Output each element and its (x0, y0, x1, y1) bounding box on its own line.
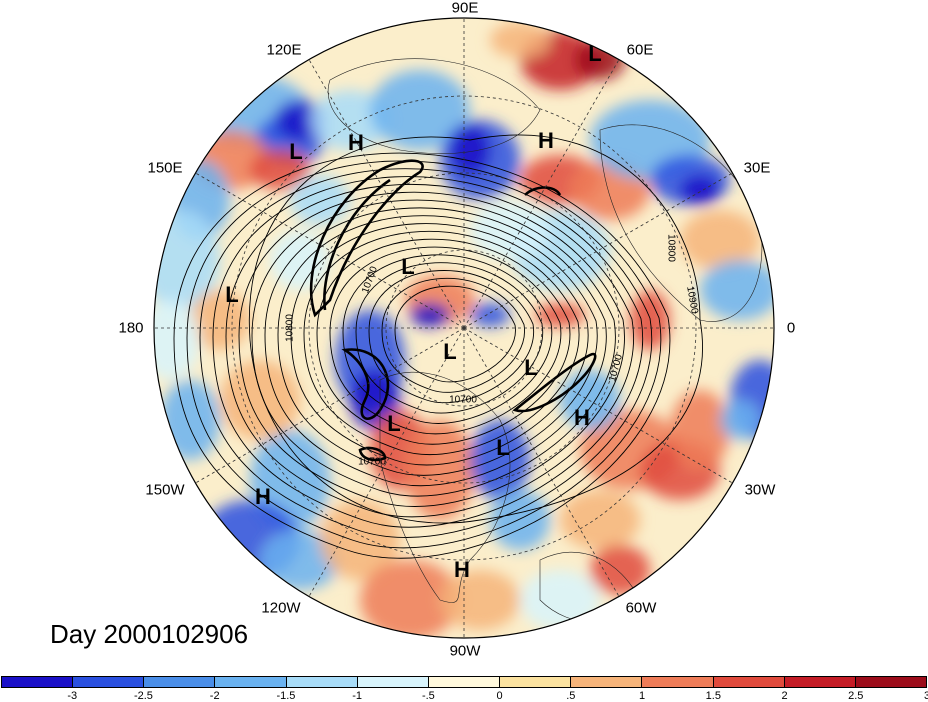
graticule (154, 18, 774, 638)
colorbar-segment (428, 677, 501, 687)
lon-label-30w: 30W (744, 481, 776, 499)
lon-label-60w: 60W (625, 599, 657, 617)
colorbar-tick-label: 0 (496, 690, 503, 702)
colorbar-tick-label: .5 (566, 690, 576, 702)
contour-label: 10800 (665, 234, 677, 262)
jet-contours (309, 159, 597, 462)
pressure-low: L (401, 254, 415, 279)
colorbar-segment (73, 677, 145, 687)
colorbar-tick-label: -2.5 (133, 690, 153, 702)
pressure-high: H (574, 405, 590, 430)
plot-title: Day 2000102906 (50, 619, 249, 649)
colorbar-segment (2, 677, 74, 687)
lon-label-120e: 120E (266, 41, 302, 59)
contour-label: 10700 (358, 456, 386, 468)
pressure-high: H (538, 128, 554, 153)
pressure-low: L (225, 282, 239, 307)
pressure-high: H (348, 130, 364, 155)
colorbar-segment (784, 677, 856, 687)
colorbar-segment (500, 677, 572, 687)
pressure-high: H (255, 484, 271, 509)
lon-label-150w: 150W (145, 481, 185, 499)
lon-label-30e: 30E (743, 159, 771, 177)
pressure-low: L (387, 411, 401, 436)
pressure-low: L (443, 339, 457, 364)
lon-label-150e: 150E (147, 159, 183, 177)
contour-label: 10800 (284, 314, 296, 342)
height-contours (173, 134, 703, 559)
lon-label-0: 0 (786, 319, 796, 337)
colorbar-tick-label: -1.5 (276, 690, 296, 702)
pressure-low: L (496, 435, 510, 460)
colorbar-tick-label: -.5 (421, 690, 435, 702)
colorbar-segment (713, 677, 785, 687)
pressure-low: L (289, 139, 303, 164)
pressure-low: L (524, 355, 538, 380)
colorbar-tick-label: -1 (352, 690, 363, 702)
colorbar-segment (855, 677, 927, 687)
lon-label-90e: 90E (451, 0, 479, 17)
colorbar-tick-label: 1.5 (705, 690, 721, 702)
colorbar-segment (144, 677, 216, 687)
colorbar-segment (286, 677, 358, 687)
colorbar-labels: -3 -2.5 -2 -1.5 -1 -.5 0 .5 1 1.5 2 2.5 3 (0, 690, 928, 702)
pressure-high: H (454, 557, 470, 582)
colorbar-segment (357, 677, 429, 687)
colorbar-segment (642, 677, 714, 687)
colorbar-tick-label: 2 (781, 690, 788, 702)
colorbar-tick-label: 2.5 (848, 690, 864, 702)
contour-label: 10700 (449, 394, 477, 406)
colorbar (1, 676, 927, 688)
lon-label-60e: 60E (626, 41, 654, 59)
colorbar-tick-label: -3 (67, 690, 78, 702)
lon-label-120w: 120W (261, 599, 301, 617)
lon-label-90w: 90W (449, 642, 481, 660)
pressure-low: L (588, 41, 602, 66)
map-border (153, 17, 775, 639)
colorbar-tick-label: -2 (209, 690, 220, 702)
colorbar-tick-label: 3 (923, 690, 928, 702)
colorbar-segment (571, 677, 643, 687)
colorbar-segment (215, 677, 287, 687)
colorbar-tick-label: 1 (639, 690, 646, 702)
lon-label-180: 180 (118, 319, 144, 337)
